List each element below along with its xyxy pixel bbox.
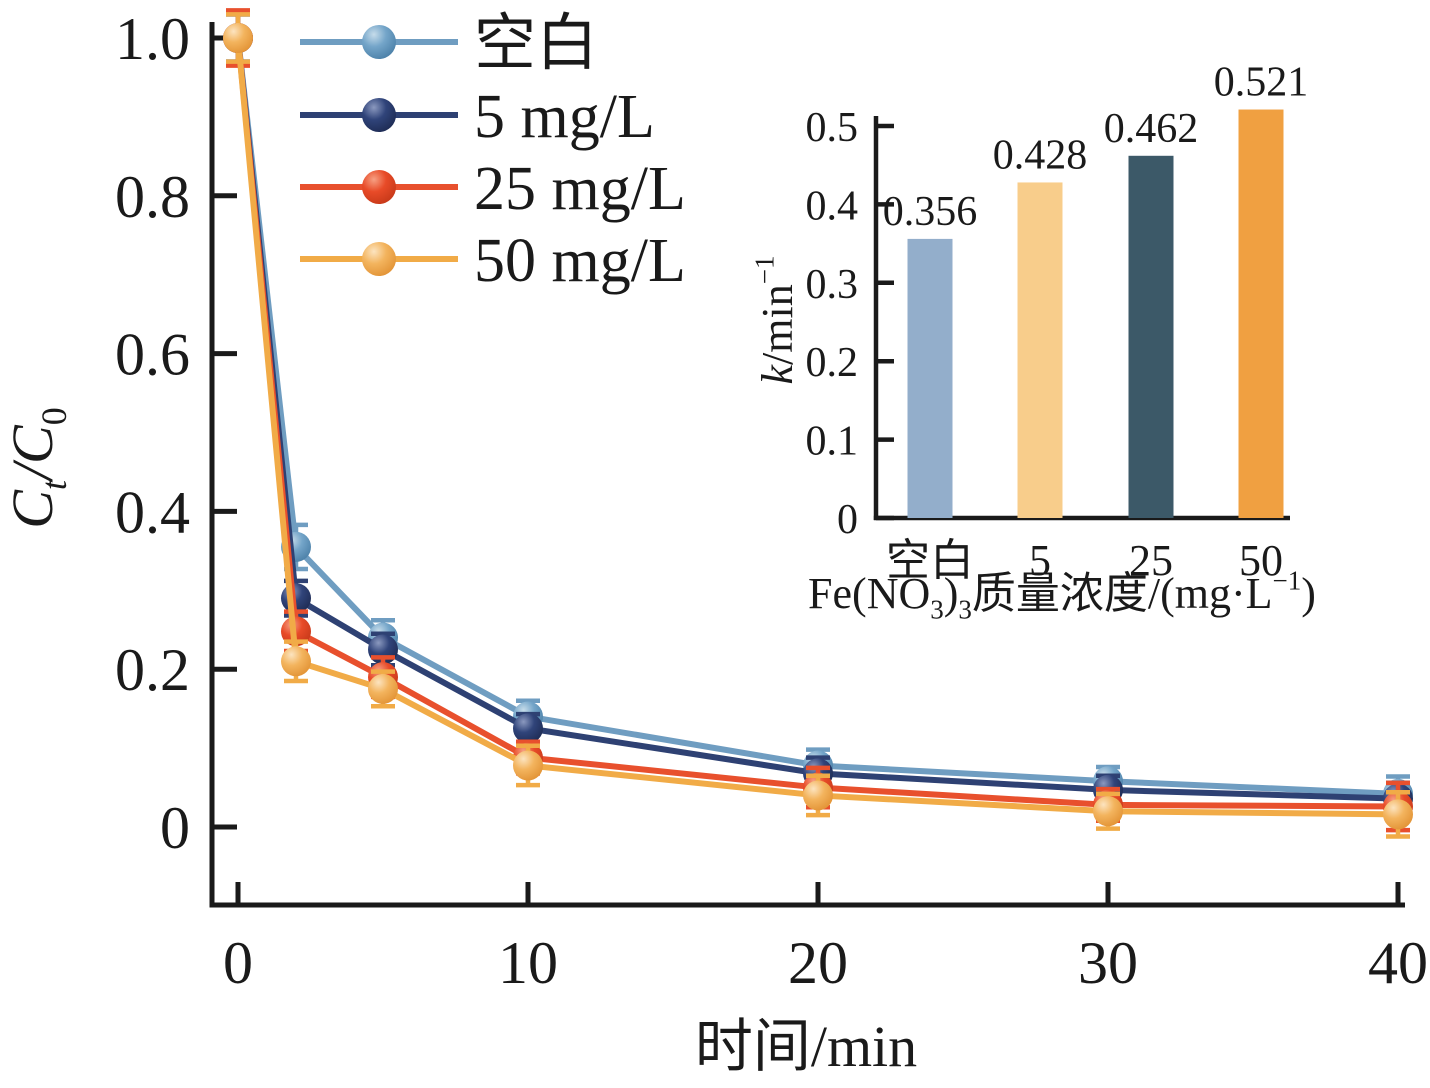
main-axis-ticks: 1.0 0.8 0.6 0.4 0.2 0 0 10 20 30 40 (115, 6, 1428, 996)
inset-bar (1128, 155, 1174, 519)
legend-item: 5 mg/L (300, 83, 655, 151)
legend-marker (362, 242, 396, 276)
main-y-axis-title: Ct/C0 (0, 407, 74, 529)
legend-label: 25 mg/L (474, 155, 686, 223)
series-3 (223, 12, 1413, 839)
legend: 空白5 mg/L25 mg/L50 mg/L (300, 10, 686, 295)
series-marker (513, 750, 543, 781)
main-x-axis-title: 时间/min (695, 1014, 917, 1079)
x-axis-tick-label: 10 (498, 930, 558, 996)
inset-bar (1238, 109, 1284, 518)
inset-bar (907, 238, 953, 518)
legend-item: 25 mg/L (300, 155, 686, 223)
inset-y-tick-label: 0.4 (806, 183, 859, 229)
inset-y-tick-label: 0 (837, 497, 858, 543)
series-marker (281, 646, 311, 677)
inset-x-tick-label: 25 (1129, 536, 1173, 585)
series-marker (513, 713, 543, 744)
y-axis-tick-label: 0.4 (115, 479, 190, 545)
y-axis-tick-label: 0.8 (115, 164, 190, 230)
inset-bars: 0.356 空白 0.428 5 0.462 25 0.521 50 (883, 60, 1309, 585)
series-marker (1383, 799, 1413, 830)
y-axis-tick-label: 1.0 (115, 6, 190, 72)
inset-x-tick-label: 5 (1029, 536, 1051, 585)
x-axis-tick-label: 40 (1368, 930, 1428, 996)
series-marker (223, 23, 253, 53)
inset-y-axis-title: k/min−1 (750, 256, 803, 385)
inset-x-tick-label: 空白 (886, 536, 974, 585)
inset-bar-value-label: 0.521 (1214, 60, 1309, 106)
main-plot: 1.00.80.60.40.200 10 20 30 40 空白5 mg/L25 mg/… (0, 6, 1428, 1079)
inset-bar-value-label: 0.428 (993, 132, 1088, 178)
inset-x-tick-label: 50 (1239, 536, 1283, 585)
x-axis-tick-label: 20 (788, 930, 848, 996)
legend-label: 空白 (474, 10, 598, 78)
inset-axis-ticks: 0 0.1 0.2 0.3 0.4 0.5 (806, 105, 894, 543)
series-marker (803, 780, 833, 811)
inset-y-tick-label: 0.3 (806, 262, 859, 308)
series-marker (1093, 796, 1123, 827)
inset-x-axis-title: Fe(NO3)3质量浓度/(mg·L−1) (808, 566, 1316, 625)
legend-label: 50 mg/L (474, 227, 686, 295)
legend-marker (362, 170, 396, 204)
legend-item: 空白 (300, 10, 598, 78)
inset-bar-value-label: 0.462 (1104, 106, 1199, 152)
series-marker (368, 673, 398, 704)
inset-bar-chart: 0 0.1 0.2 0.3 0.4 0.5 0.356 空白 0.428 5 0.462 25 0.5… (750, 60, 1316, 625)
legend-marker (362, 25, 396, 59)
y-axis-tick-label: 0 (160, 795, 190, 861)
x-axis-tick-label: 30 (1078, 930, 1138, 996)
legend-label: 5 mg/L (474, 83, 655, 151)
y-axis-tick-label: 0.2 (115, 637, 190, 703)
legend-marker (362, 98, 396, 132)
inset-bar (1017, 182, 1063, 518)
inset-bar-value-label: 0.356 (883, 189, 978, 235)
inset-y-tick-label: 0.5 (806, 105, 859, 151)
inset-y-tick-label: 0.2 (806, 340, 859, 386)
inset-y-tick-label: 0.1 (806, 419, 859, 465)
legend-item: 50 mg/L (300, 227, 686, 295)
x-axis-tick-label: 0 (223, 930, 253, 996)
series-layer (223, 8, 1413, 839)
y-axis-tick-label: 0.6 (115, 322, 190, 388)
